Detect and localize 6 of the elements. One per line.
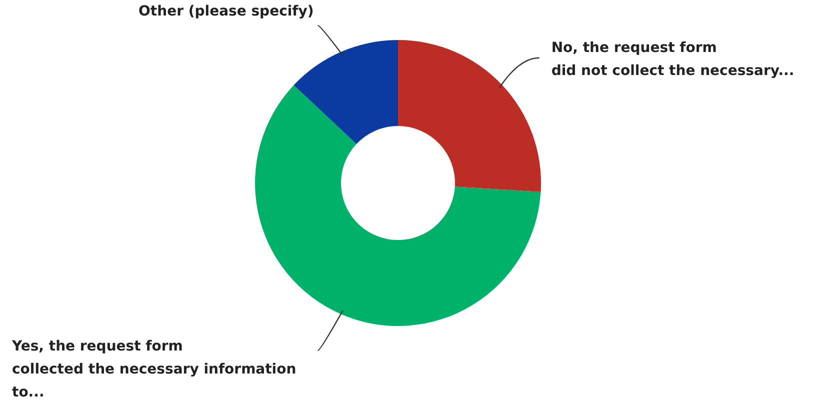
slice-label: Other (please specify) (138, 3, 314, 20)
slice-label: No, the request form did not collect the necessary... (551, 40, 794, 79)
donut-slice (398, 40, 541, 192)
slice-label: Yes, the request form collected the necessary information to... (11, 338, 296, 401)
donut-slice (255, 85, 541, 326)
donut-slice (294, 40, 398, 144)
